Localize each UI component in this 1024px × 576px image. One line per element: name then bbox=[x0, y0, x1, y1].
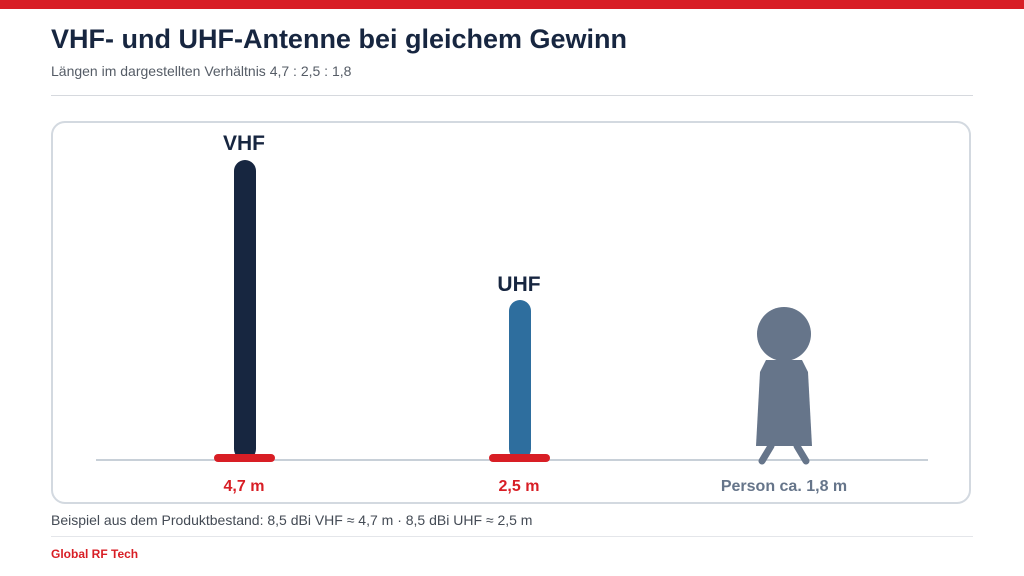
vhf-antenna-bar bbox=[234, 160, 256, 460]
top-accent-bar bbox=[0, 0, 1024, 9]
uhf-antenna: UHF 2,5 m bbox=[489, 273, 550, 495]
person-icon bbox=[756, 307, 812, 465]
footnote: Beispiel aus dem Produktbestand: 8,5 dBi… bbox=[51, 512, 533, 528]
uhf-length-label: 2,5 m bbox=[499, 478, 540, 495]
vhf-antenna: VHF 4,7 m bbox=[214, 132, 275, 495]
page-title: VHF- und UHF-Antenne bei gleichem Gewinn bbox=[51, 24, 628, 54]
vhf-antenna-base bbox=[214, 454, 275, 462]
person-head bbox=[757, 307, 811, 361]
uhf-antenna-base bbox=[489, 454, 550, 462]
brand-name: Global RF Tech bbox=[51, 547, 139, 561]
footer-divider bbox=[51, 536, 973, 537]
person-leg-right bbox=[793, 442, 810, 465]
uhf-antenna-bar bbox=[509, 300, 531, 460]
page-subtitle: Längen im dargestellten Verhältnis 4,7 :… bbox=[51, 63, 352, 79]
person-height-label: Person ca. 1,8 m bbox=[721, 478, 847, 495]
person-figure: Person ca. 1,8 m bbox=[721, 307, 847, 495]
header-divider bbox=[51, 95, 973, 96]
uhf-label: UHF bbox=[497, 273, 540, 296]
person-leg-left bbox=[758, 442, 775, 465]
vhf-label: VHF bbox=[223, 132, 265, 155]
vhf-length-label: 4,7 m bbox=[224, 478, 265, 495]
person-body bbox=[756, 360, 812, 446]
